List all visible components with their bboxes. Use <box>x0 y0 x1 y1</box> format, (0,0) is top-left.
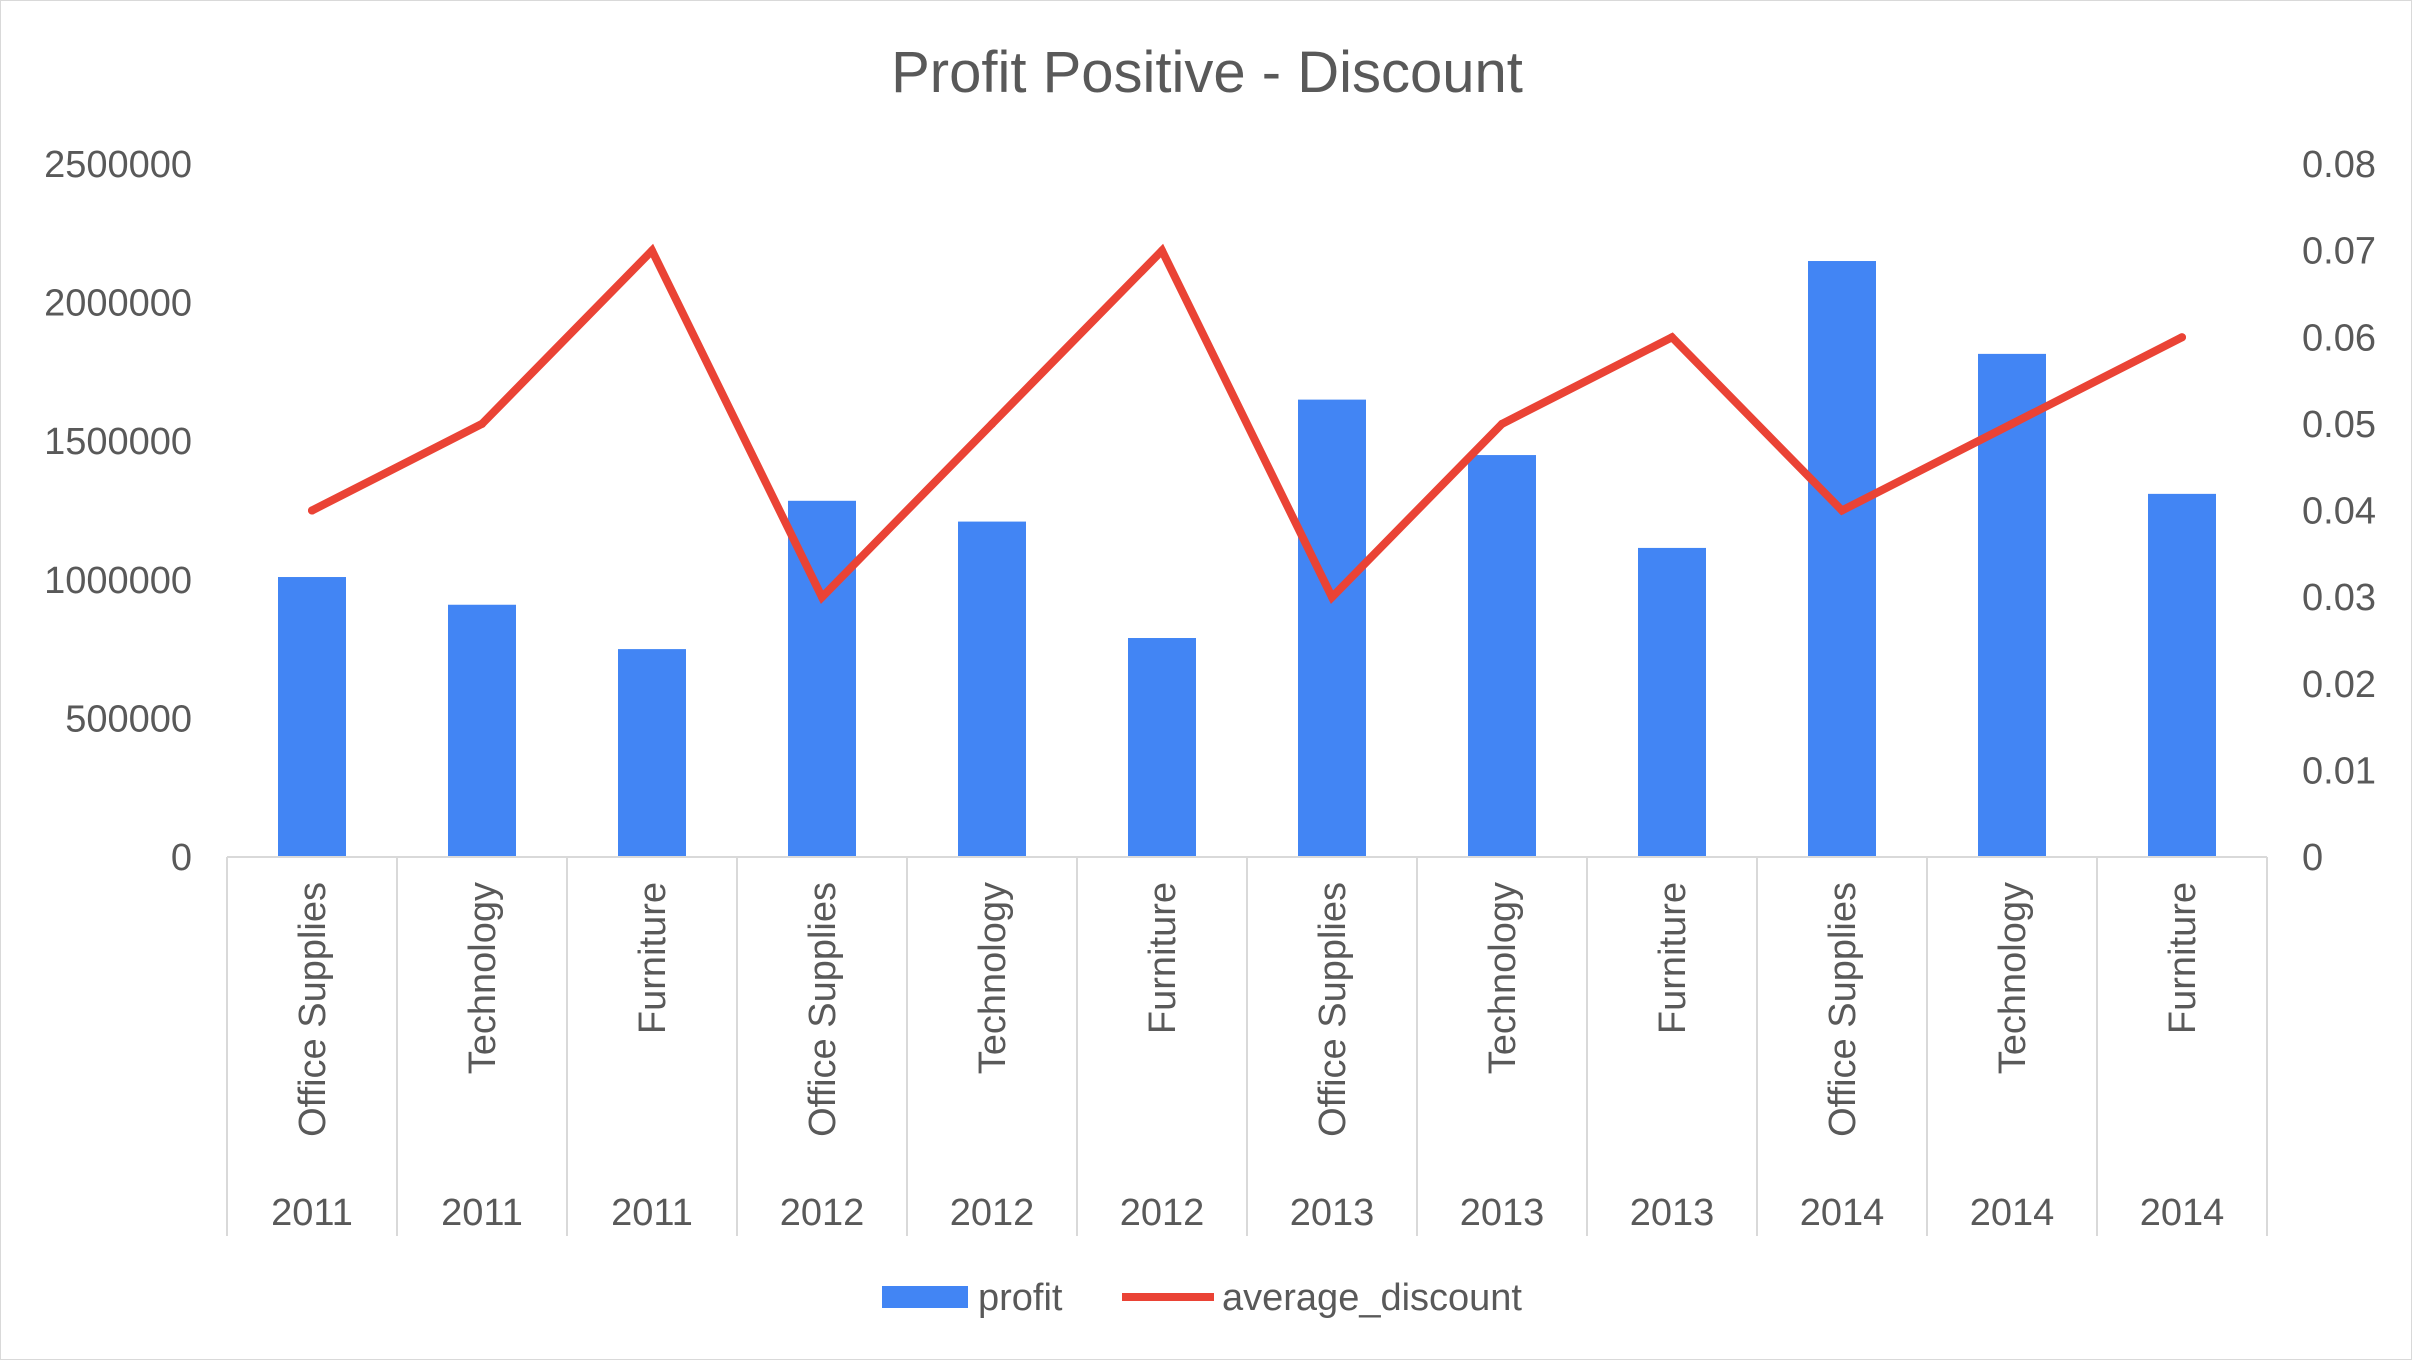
average-discount-point <box>2008 419 2016 428</box>
category-label: Furniture <box>1142 882 1184 1034</box>
legend: profit average_discount <box>882 1277 1522 1319</box>
year-label: 2011 <box>611 1192 693 1234</box>
category-label: Furniture <box>2162 882 2204 1034</box>
average-discount-point <box>308 506 316 515</box>
y-right-tick-label: 0.03 <box>2302 577 2376 619</box>
y-right-tick-label: 0.01 <box>2302 750 2376 792</box>
profit-bars <box>278 261 2216 857</box>
average-discount-polyline <box>308 243 2186 604</box>
y-right-tick-label: 0.07 <box>2302 231 2376 273</box>
category-label: Office Supplies <box>1822 882 1864 1137</box>
year-label: 2014 <box>1970 1192 2055 1234</box>
y-left-tick-label: 500000 <box>65 698 192 740</box>
average-discount-point <box>648 246 656 255</box>
y-right-tick-label: 0 <box>2302 837 2323 879</box>
category-label: Technology <box>1992 882 2034 1074</box>
y-left-tick-label: 1000000 <box>44 560 192 602</box>
profit-bar <box>278 577 346 857</box>
category-label: Technology <box>1482 882 1524 1074</box>
year-label: 2011 <box>271 1192 353 1234</box>
legend-label-profit: profit <box>978 1277 1063 1319</box>
profit-bar <box>1298 399 1366 857</box>
profit-bar <box>2148 493 2216 857</box>
profit-bar <box>1978 353 2046 857</box>
y-left-tick-label: 2500000 <box>44 144 192 186</box>
profit-bar <box>1638 547 1706 857</box>
year-label: 2013 <box>1460 1192 1545 1234</box>
y-axis-right-ticks: 0 0.01 0.02 0.03 0.04 0.05 0.06 0.07 0.08 <box>2302 144 2376 879</box>
year-label: 2014 <box>2140 1192 2225 1234</box>
category-label: Furniture <box>1652 882 1694 1034</box>
year-label: 2013 <box>1630 1192 1715 1234</box>
category-label: Technology <box>972 882 1014 1074</box>
average-discount-point <box>818 593 826 602</box>
profit-bar <box>788 500 856 857</box>
y-left-tick-label: 2000000 <box>44 283 192 325</box>
category-label: Furniture <box>632 882 674 1034</box>
average-discount-point <box>1328 593 1336 602</box>
legend-label-average-discount: average_discount <box>1222 1277 1522 1319</box>
year-label: 2012 <box>950 1192 1035 1234</box>
profit-bar <box>1808 261 1876 857</box>
category-label: Technology <box>462 882 504 1074</box>
year-label: 2012 <box>780 1192 865 1234</box>
average-discount-point <box>1498 419 1506 428</box>
y-right-tick-label: 0.06 <box>2302 317 2376 359</box>
average-discount-point <box>2178 333 2186 342</box>
average-discount-point <box>1668 333 1676 342</box>
category-label: Office Supplies <box>1312 882 1354 1137</box>
category-label: Office Supplies <box>802 882 844 1137</box>
average-discount-point <box>1838 506 1846 515</box>
category-label: Office Supplies <box>292 882 334 1137</box>
average-discount-point <box>988 419 996 428</box>
year-label: 2012 <box>1120 1192 1205 1234</box>
year-label: 2011 <box>441 1192 523 1234</box>
y-right-tick-label: 0.02 <box>2302 664 2376 706</box>
profit-bar <box>618 649 686 857</box>
profit-bar <box>958 521 1026 857</box>
category-axis: Office Supplies 2011 Technology 2011 Furnitu… <box>226 856 2268 1236</box>
profit-bar <box>1128 638 1196 857</box>
y-right-tick-label: 0.08 <box>2302 144 2376 186</box>
y-right-tick-label: 0.05 <box>2302 404 2376 446</box>
average-discount-line <box>308 243 2186 604</box>
y-left-tick-label: 0 <box>171 837 192 879</box>
y-axis-left-ticks: 0 500000 1000000 1500000 2000000 2500000 <box>44 144 192 879</box>
y-right-tick-label: 0.04 <box>2302 491 2376 533</box>
average-discount-point <box>1158 246 1166 255</box>
legend-swatch-profit <box>882 1286 968 1308</box>
y-left-tick-label: 1500000 <box>44 421 192 463</box>
average-discount-point <box>478 419 486 428</box>
year-label: 2014 <box>1800 1192 1885 1234</box>
profit-bar <box>448 604 516 857</box>
year-label: 2013 <box>1290 1192 1375 1234</box>
chart-title: Profit Positive - Discount <box>891 40 1523 105</box>
profit-bar <box>1468 455 1536 857</box>
